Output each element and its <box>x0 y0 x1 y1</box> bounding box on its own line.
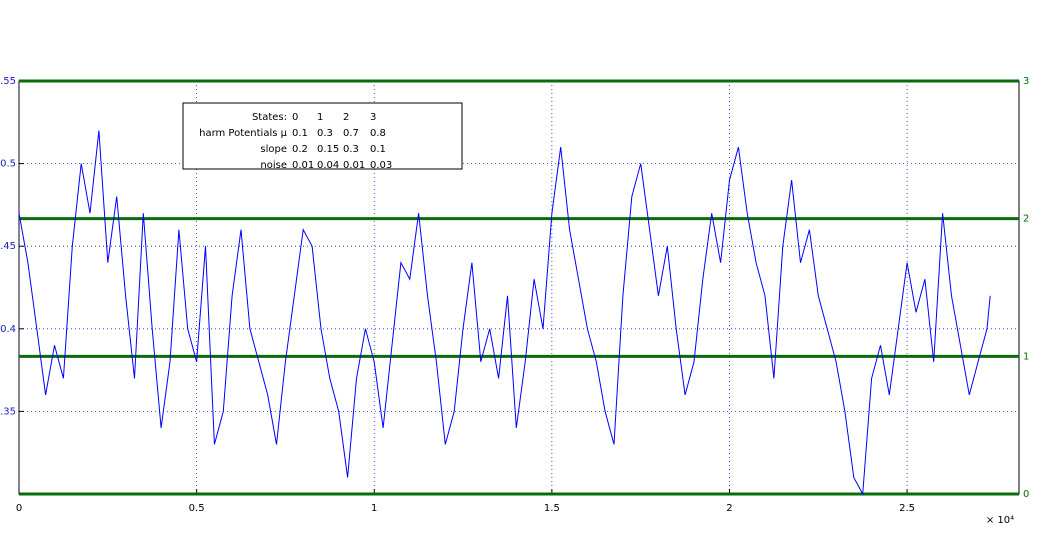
annotation-box <box>182 102 463 170</box>
plot-area <box>18 80 1020 495</box>
annotation-cell: 0.7 <box>343 128 359 139</box>
annotation-row-label: slope <box>260 144 287 155</box>
y2-tick-label: 1 <box>1023 351 1029 362</box>
annotation-cell: 0.1 <box>292 128 308 139</box>
y2-tick-label: 3 <box>1023 76 1029 87</box>
annotation-cell: 0.01 <box>343 160 365 171</box>
y-tick-label: .35 <box>0 406 16 417</box>
annotation-cell: 0.01 <box>292 160 314 171</box>
x-tick-label: 0.5 <box>189 503 205 514</box>
signal-line <box>18 130 991 496</box>
x-tick-label: 2 <box>726 503 732 514</box>
x-tick-label: 1 <box>371 503 377 514</box>
y-tick-label: .45 <box>0 241 16 252</box>
annotation-cell: 2 <box>343 112 349 123</box>
annotation-cell: 3 <box>370 112 376 123</box>
y2-tick-label: 2 <box>1023 214 1029 225</box>
annotation-row-label: harm Potentials μ <box>199 128 288 139</box>
annotation-cell: 0.04 <box>317 160 339 171</box>
y2-tick-label: 0 <box>1023 489 1029 500</box>
annotation-cell: 0.3 <box>343 144 359 155</box>
x-tick-label: 1.5 <box>544 503 560 514</box>
annotation-cell: 0.8 <box>370 128 386 139</box>
annotation-cell: 0 <box>292 112 298 123</box>
annotation-row-label: States: <box>252 112 287 123</box>
annotation-cell: 0.1 <box>370 144 386 155</box>
annotation-cell: 0.03 <box>370 160 392 171</box>
annotation-cell: 0.15 <box>317 144 339 155</box>
x-tick-label: 2.5 <box>899 503 915 514</box>
annotation-row-label: noise <box>260 160 287 171</box>
x-exponent-label: × 10⁴ <box>986 515 1014 526</box>
y-tick-label: .55 <box>0 76 16 87</box>
y-tick-label: 0.4 <box>0 324 16 335</box>
annotation-cell: 0.2 <box>292 144 308 155</box>
y-tick-label: 0.5 <box>0 159 16 170</box>
x-tick-label: 0 <box>16 503 22 514</box>
annotation-cell: 0.3 <box>317 128 333 139</box>
annotation-cell: 1 <box>317 112 323 123</box>
